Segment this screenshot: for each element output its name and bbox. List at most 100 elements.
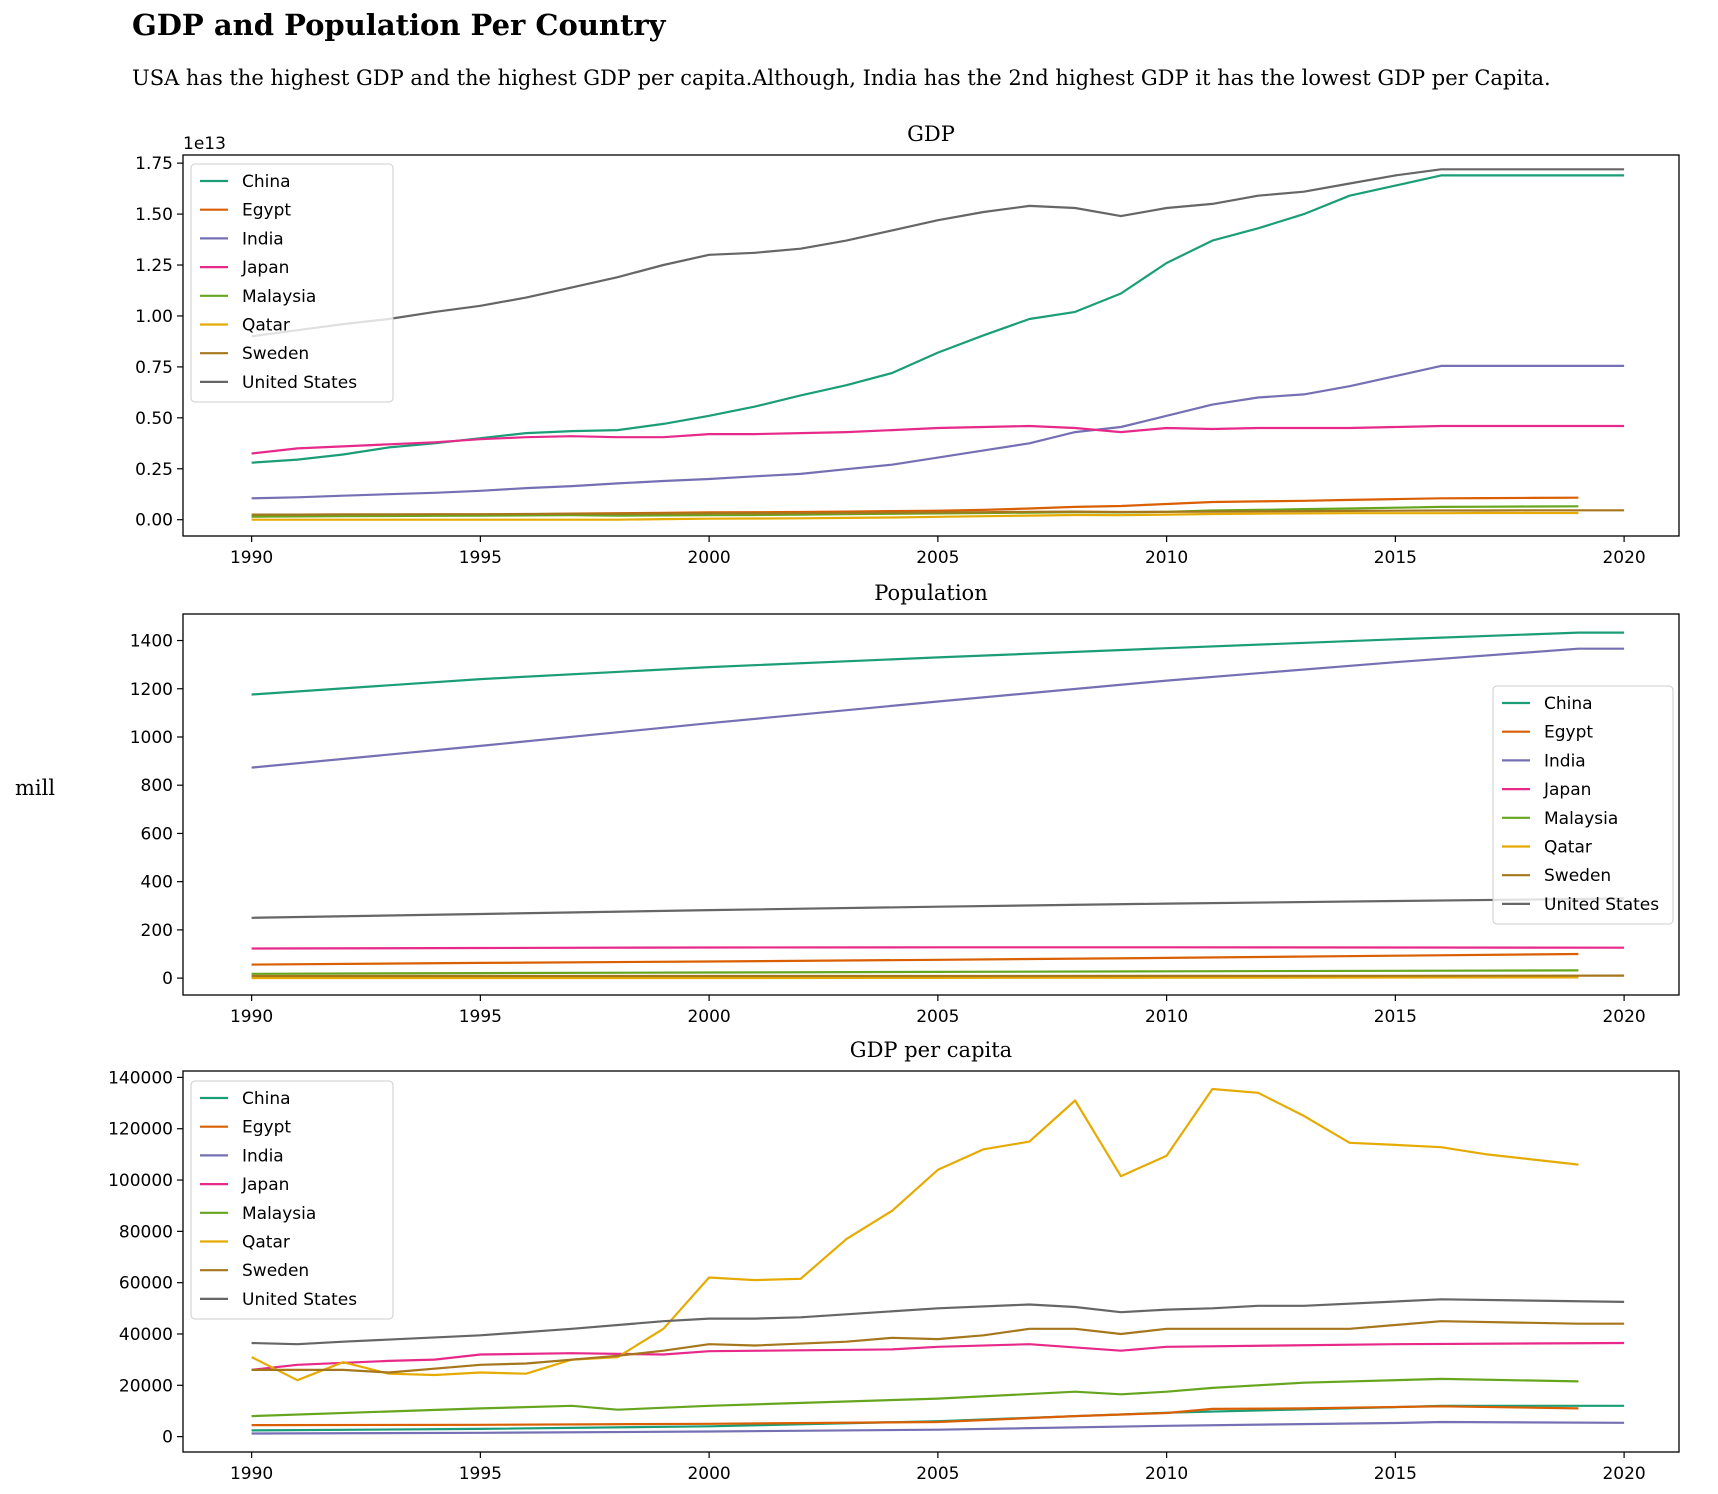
y-axis-offset-text: 1e13 (183, 134, 226, 154)
legend-item-egypt: Egypt (200, 1118, 291, 1138)
y-tick-label: 1.75 (135, 154, 173, 174)
y-tick-label: 800 (141, 776, 173, 796)
x-tick-label: 2010 (1145, 1464, 1188, 1484)
series-line-sweden (251, 1320, 1625, 1374)
legend-item-qatar: Qatar (1502, 838, 1592, 858)
legend-item-japan: Japan (200, 258, 289, 278)
legend-label: India (1544, 751, 1586, 771)
legend-item-china: China (1502, 694, 1593, 714)
legend-item-japan: Japan (200, 1175, 289, 1195)
legend-item-china: China (200, 172, 291, 192)
series-line-malaysia (251, 969, 1579, 975)
panel-title: GDP (907, 122, 955, 146)
legend-box (190, 163, 394, 403)
x-tick-label: 2020 (1602, 1464, 1645, 1484)
y-tick-label: 200 (141, 921, 173, 941)
legend-item-malaysia: Malaysia (200, 287, 316, 307)
series-line-japan (251, 946, 1625, 950)
y-tick-label: 40000 (119, 1325, 173, 1345)
y-tick-label: 1.00 (135, 307, 173, 327)
legend-label: Malaysia (1544, 809, 1618, 829)
plot-frame (182, 613, 1680, 996)
legend-label: Qatar (242, 316, 290, 336)
chart-panel-gdp: GDP 1e13 1990 1995 2000 2005 2010 2015 2020 0.00 0… (135, 122, 1680, 568)
legend-label: Japan (241, 258, 289, 278)
legend-label: India (242, 229, 284, 249)
legend-label: United States (242, 1290, 357, 1310)
legend-item-qatar: Qatar (200, 316, 290, 336)
legend-box (1492, 685, 1674, 925)
legend-label: United States (1544, 895, 1659, 915)
x-tick-label: 1990 (230, 548, 273, 568)
y-tick-label: 1000 (130, 728, 173, 748)
series-line-qatar (251, 976, 1579, 980)
x-tick-label: 1990 (230, 1007, 273, 1027)
legend-item-united-states: United States (200, 1290, 357, 1310)
legend-label: China (242, 1089, 291, 1109)
x-tick-label: 2010 (1145, 548, 1188, 568)
legend-item-sweden: Sweden (1502, 866, 1611, 886)
series-line-china (251, 174, 1625, 464)
legend-item-india: India (200, 229, 284, 249)
x-tick-label: 2005 (916, 1464, 959, 1484)
x-tick-label: 2005 (916, 548, 959, 568)
legend-item-india: India (200, 1146, 284, 1166)
legend-label: Qatar (1544, 838, 1592, 858)
x-tick-label: 2010 (1145, 1007, 1188, 1027)
legend-label: China (242, 172, 291, 192)
series-line-sweden (251, 509, 1625, 516)
legend-label: Egypt (242, 1118, 291, 1138)
y-tick-label: 1.25 (135, 256, 173, 276)
legend-item-egypt: Egypt (200, 201, 291, 221)
y-tick-label: 1200 (130, 680, 173, 700)
y-tick-label: 120000 (108, 1120, 173, 1140)
legend-label: Sweden (242, 1261, 309, 1281)
legend-item-united-states: United States (200, 373, 357, 393)
legend-label: Malaysia (242, 1204, 316, 1224)
y-tick-label: 80000 (119, 1222, 173, 1242)
x-tick-label: 2020 (1602, 548, 1645, 568)
y-tick-label: 0 (162, 1428, 173, 1448)
legend-label: Malaysia (242, 287, 316, 307)
x-tick-label: 2005 (916, 1007, 959, 1027)
legend-label: Egypt (1544, 723, 1593, 743)
legend-item-malaysia: Malaysia (200, 1204, 316, 1224)
y-tick-label: 0.50 (135, 409, 173, 429)
x-tick-label: 2000 (687, 1007, 730, 1027)
series-line-malaysia (251, 1377, 1579, 1418)
series-line-india (251, 1420, 1625, 1435)
legend-item-egypt: Egypt (1502, 723, 1593, 743)
series-line-united-states (251, 168, 1625, 338)
legend-label: Sweden (242, 344, 309, 364)
series-lines (251, 631, 1625, 980)
series-line-india (251, 647, 1625, 769)
y-tick-label: 400 (141, 873, 173, 893)
legend: China Egypt India Japan Malaysia Qatar Sweden U… (190, 1080, 394, 1320)
panel-title: GDP per capita (850, 1038, 1012, 1062)
legend-item-qatar: Qatar (200, 1233, 290, 1253)
series-line-egypt (251, 1405, 1579, 1427)
legend-box (190, 1080, 394, 1320)
y-axis-label: mill (15, 776, 55, 800)
y-tick-label: 1400 (130, 632, 173, 652)
x-tick-label: 1990 (230, 1464, 273, 1484)
legend-item-japan: Japan (1502, 780, 1591, 800)
legend-label: Japan (241, 1175, 289, 1195)
y-tick-label: 1.50 (135, 205, 173, 225)
legend-item-sweden: Sweden (200, 344, 309, 364)
series-line-united-states (251, 1298, 1625, 1346)
series-line-japan (251, 424, 1625, 455)
x-tick-label: 2000 (687, 548, 730, 568)
chart-panel-gdp-per-capita: GDP per capita 1990 1995 2000 2005 2010 2015 20… (108, 1038, 1680, 1484)
series-line-united-states (251, 897, 1625, 919)
legend-item-sweden: Sweden (200, 1261, 309, 1281)
legend-label: Qatar (242, 1233, 290, 1253)
x-tick-label: 2000 (687, 1464, 730, 1484)
x-tick-label: 2015 (1374, 1007, 1417, 1027)
series-lines (251, 168, 1625, 521)
legend-label: Sweden (1544, 866, 1611, 886)
legend: China Egypt India Japan Malaysia Qatar Sweden U… (190, 163, 394, 403)
x-tick-label: 2020 (1602, 1007, 1645, 1027)
series-line-qatar (251, 511, 1579, 521)
